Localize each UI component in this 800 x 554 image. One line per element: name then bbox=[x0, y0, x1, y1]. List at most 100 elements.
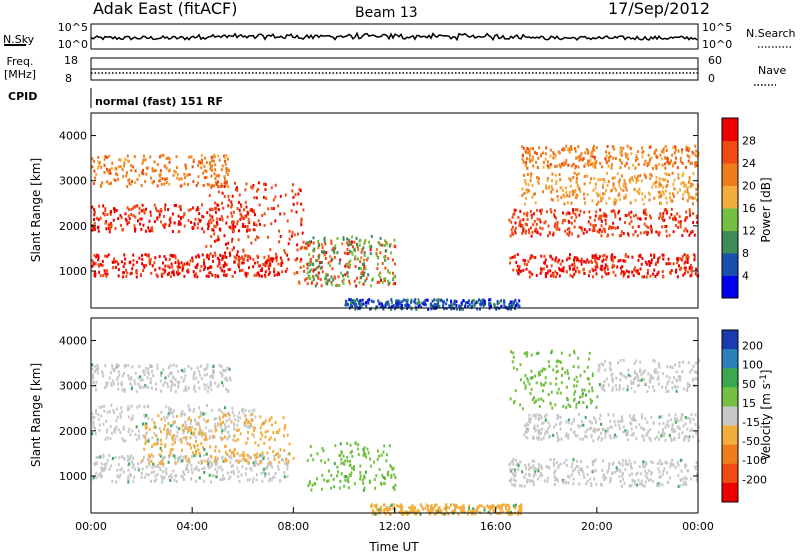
power-mark bbox=[160, 209, 163, 213]
velocity-mark bbox=[624, 468, 627, 471]
power-mark bbox=[336, 251, 339, 255]
power-mark bbox=[215, 239, 218, 243]
power-mark bbox=[528, 228, 530, 232]
power-mark bbox=[128, 182, 131, 185]
power-mark bbox=[126, 206, 129, 210]
power-mark bbox=[361, 270, 364, 274]
velocity-mark bbox=[681, 413, 684, 417]
velocity-mark bbox=[316, 452, 319, 456]
velocity-mark bbox=[307, 484, 310, 488]
power-mark bbox=[318, 264, 321, 268]
velocity-mark bbox=[578, 472, 581, 476]
power-mark bbox=[350, 240, 353, 244]
nave-label: Nave bbox=[758, 64, 786, 77]
power-mark bbox=[450, 307, 453, 311]
velocity-mark bbox=[578, 482, 581, 486]
power-mark bbox=[341, 279, 344, 283]
power-mark bbox=[228, 251, 231, 255]
velocity-mark bbox=[630, 465, 632, 469]
power-mark bbox=[394, 262, 397, 266]
freq-unit-label: [MHz] bbox=[4, 68, 36, 81]
velocity-mark bbox=[430, 507, 432, 511]
power-mark bbox=[692, 221, 695, 224]
velocity-mark bbox=[247, 421, 250, 425]
velocity-mark bbox=[254, 456, 257, 460]
power-mark bbox=[209, 271, 212, 275]
velocity-mark bbox=[542, 436, 545, 440]
power-mark bbox=[238, 193, 241, 197]
power-mark bbox=[529, 256, 532, 260]
velocity-mark bbox=[618, 384, 621, 387]
power-mark bbox=[604, 157, 607, 161]
velocity-mark bbox=[169, 479, 172, 482]
velocity-mark bbox=[597, 363, 600, 367]
power-mark bbox=[223, 255, 226, 259]
velocity-mark bbox=[162, 470, 165, 474]
power-mark bbox=[241, 268, 244, 272]
power-mark bbox=[643, 173, 646, 177]
power-mark bbox=[151, 229, 154, 233]
velocity-mark bbox=[250, 423, 252, 426]
velocity-mark bbox=[292, 456, 295, 460]
velocity-mark bbox=[664, 426, 667, 429]
power-mark bbox=[616, 265, 619, 269]
velocity-mark bbox=[514, 468, 516, 472]
velocity-mark bbox=[233, 471, 235, 475]
power-mark bbox=[667, 257, 670, 261]
velocity-mark bbox=[173, 409, 176, 413]
velocity-mark bbox=[192, 374, 195, 377]
velocity-mark bbox=[282, 416, 285, 420]
power-mark bbox=[202, 215, 205, 219]
velocity-mark bbox=[595, 420, 598, 424]
power-mark bbox=[530, 234, 533, 238]
velocity-mark bbox=[567, 481, 570, 485]
velocity-mark bbox=[591, 374, 594, 378]
power-mark bbox=[531, 272, 534, 276]
velocity-mark bbox=[638, 423, 641, 427]
velocity-mark bbox=[630, 433, 633, 437]
velocity-mark bbox=[593, 427, 596, 431]
velocity-mark bbox=[135, 425, 138, 429]
velocity-mark bbox=[488, 508, 491, 512]
velocity-mark bbox=[148, 454, 150, 457]
velocity-mark bbox=[277, 455, 280, 459]
power-mark bbox=[606, 145, 609, 148]
power-mark bbox=[191, 165, 194, 169]
velocity-mark bbox=[124, 439, 127, 443]
cpid-mode: normal (fast) 151 RF bbox=[95, 95, 223, 108]
velocity-mark bbox=[182, 379, 185, 383]
power-mark bbox=[586, 258, 589, 262]
power-mark bbox=[308, 270, 311, 274]
velocity-mark bbox=[130, 384, 133, 388]
velocity-mark bbox=[193, 371, 196, 374]
velocity-mark bbox=[177, 369, 180, 373]
power-mark bbox=[197, 222, 200, 226]
velocity-mark bbox=[555, 423, 557, 427]
power-mark bbox=[212, 155, 215, 159]
velocity-mark bbox=[523, 433, 526, 437]
velocity-mark bbox=[622, 430, 625, 434]
power-mark bbox=[656, 272, 659, 276]
velocity-mark bbox=[196, 443, 199, 447]
power-mark bbox=[283, 249, 286, 252]
power-mark bbox=[599, 161, 602, 165]
power-mark bbox=[578, 172, 580, 175]
power-mark bbox=[189, 259, 192, 263]
power-mark bbox=[516, 269, 518, 273]
velocity-mark bbox=[619, 371, 622, 375]
power-mark bbox=[209, 167, 212, 171]
power-mark bbox=[574, 188, 577, 192]
velocity-mark bbox=[634, 419, 637, 422]
power-mark bbox=[624, 186, 627, 189]
power-mark bbox=[627, 275, 630, 279]
velocity-mark bbox=[586, 465, 589, 469]
velocity-mark bbox=[95, 388, 97, 392]
power-mark bbox=[539, 271, 542, 275]
velocity-mark bbox=[410, 506, 413, 510]
power-mark bbox=[311, 280, 314, 284]
power-mark bbox=[173, 204, 176, 207]
power-mark bbox=[314, 284, 317, 288]
power-mark bbox=[600, 268, 603, 272]
power-mark bbox=[117, 268, 120, 272]
power-mark bbox=[392, 271, 394, 275]
